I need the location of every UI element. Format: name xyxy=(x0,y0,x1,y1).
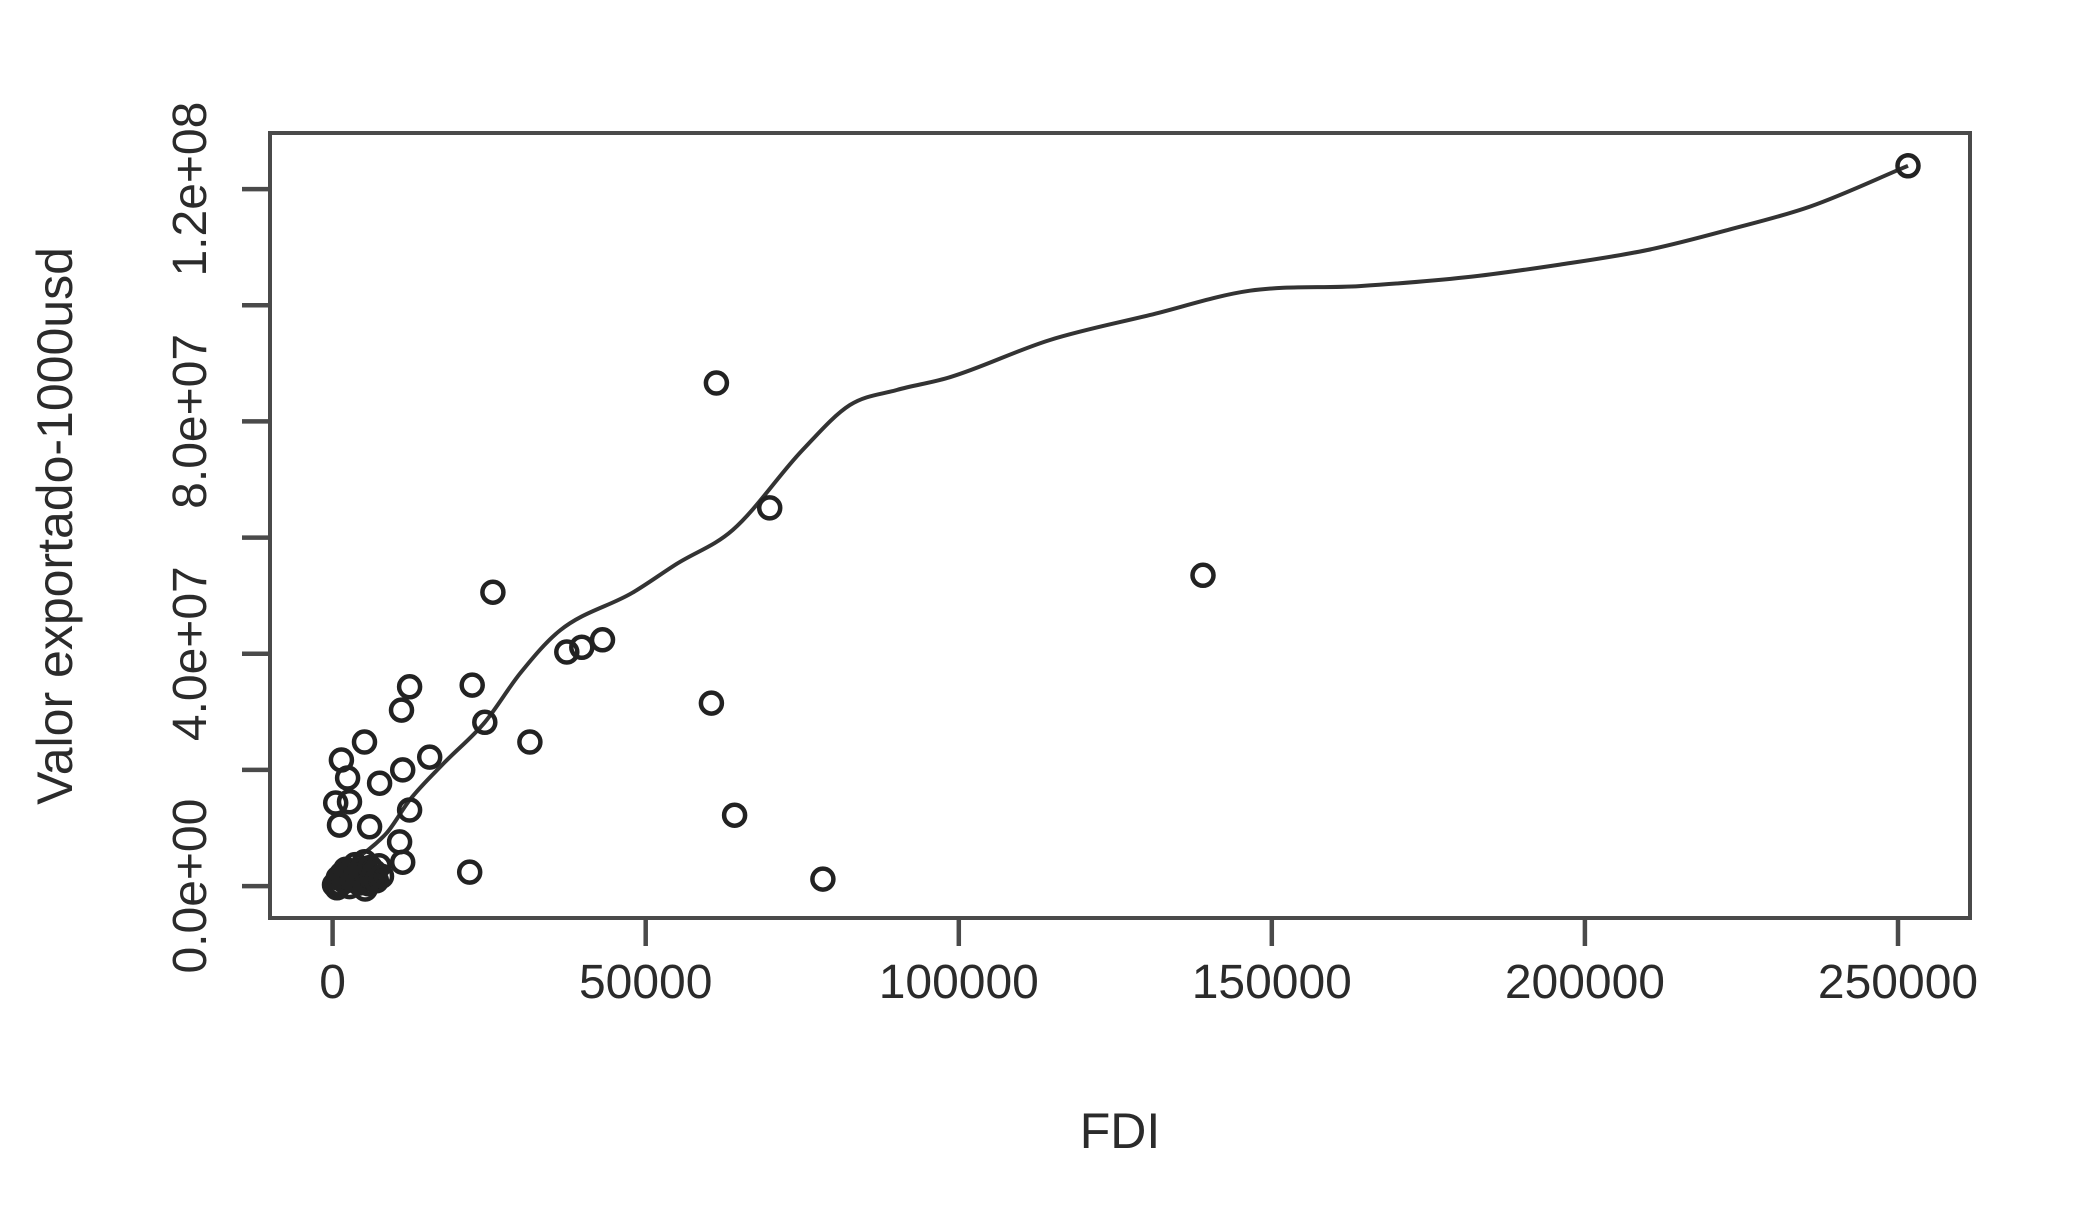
data-point xyxy=(698,690,725,716)
data-point xyxy=(334,765,361,791)
data-point xyxy=(416,744,443,770)
data-point xyxy=(352,876,378,902)
data-point xyxy=(396,797,423,823)
data-point xyxy=(366,770,393,796)
data-point xyxy=(386,829,413,855)
x-tick-label: 0 xyxy=(319,956,346,1009)
y-tick-label: 8.0e+07 xyxy=(164,334,217,509)
y-axis-title: Valor exportado-1000usd xyxy=(27,247,83,805)
plot-border xyxy=(268,131,1972,920)
data-point xyxy=(554,639,580,665)
x-tick-label: 250000 xyxy=(1818,956,1978,1009)
data-point xyxy=(396,674,423,700)
data-point xyxy=(1895,153,1921,179)
x-axis-title: FDI xyxy=(1080,1103,1161,1159)
data-point xyxy=(389,849,416,875)
data-point xyxy=(388,697,415,723)
loess-curve xyxy=(331,163,1909,876)
y-tick-label: 1.2e+08 xyxy=(164,102,217,277)
data-point xyxy=(356,814,383,840)
data-point xyxy=(1190,562,1216,589)
data-point xyxy=(336,789,363,815)
x-tick-label: 200000 xyxy=(1505,956,1665,1009)
x-tick-label: 100000 xyxy=(879,956,1039,1009)
x-tick-label: 50000 xyxy=(579,956,712,1009)
data-point xyxy=(756,495,783,521)
data-point xyxy=(366,852,392,879)
y-tick-label: 0.0e+00 xyxy=(164,799,217,974)
data-point xyxy=(480,579,506,605)
x-tick-label: 150000 xyxy=(1192,956,1352,1009)
data-point xyxy=(721,802,748,828)
data-point xyxy=(389,757,416,783)
data-point xyxy=(810,866,836,892)
data-point xyxy=(517,729,543,755)
data-point xyxy=(326,812,353,838)
data-point xyxy=(459,672,485,698)
data-point xyxy=(703,370,730,396)
y-tick-label: 4.0e+07 xyxy=(164,566,217,741)
data-point xyxy=(368,863,395,889)
data-point xyxy=(456,859,483,885)
data-point xyxy=(472,709,498,736)
data-point xyxy=(351,729,378,755)
data-point xyxy=(589,627,616,653)
